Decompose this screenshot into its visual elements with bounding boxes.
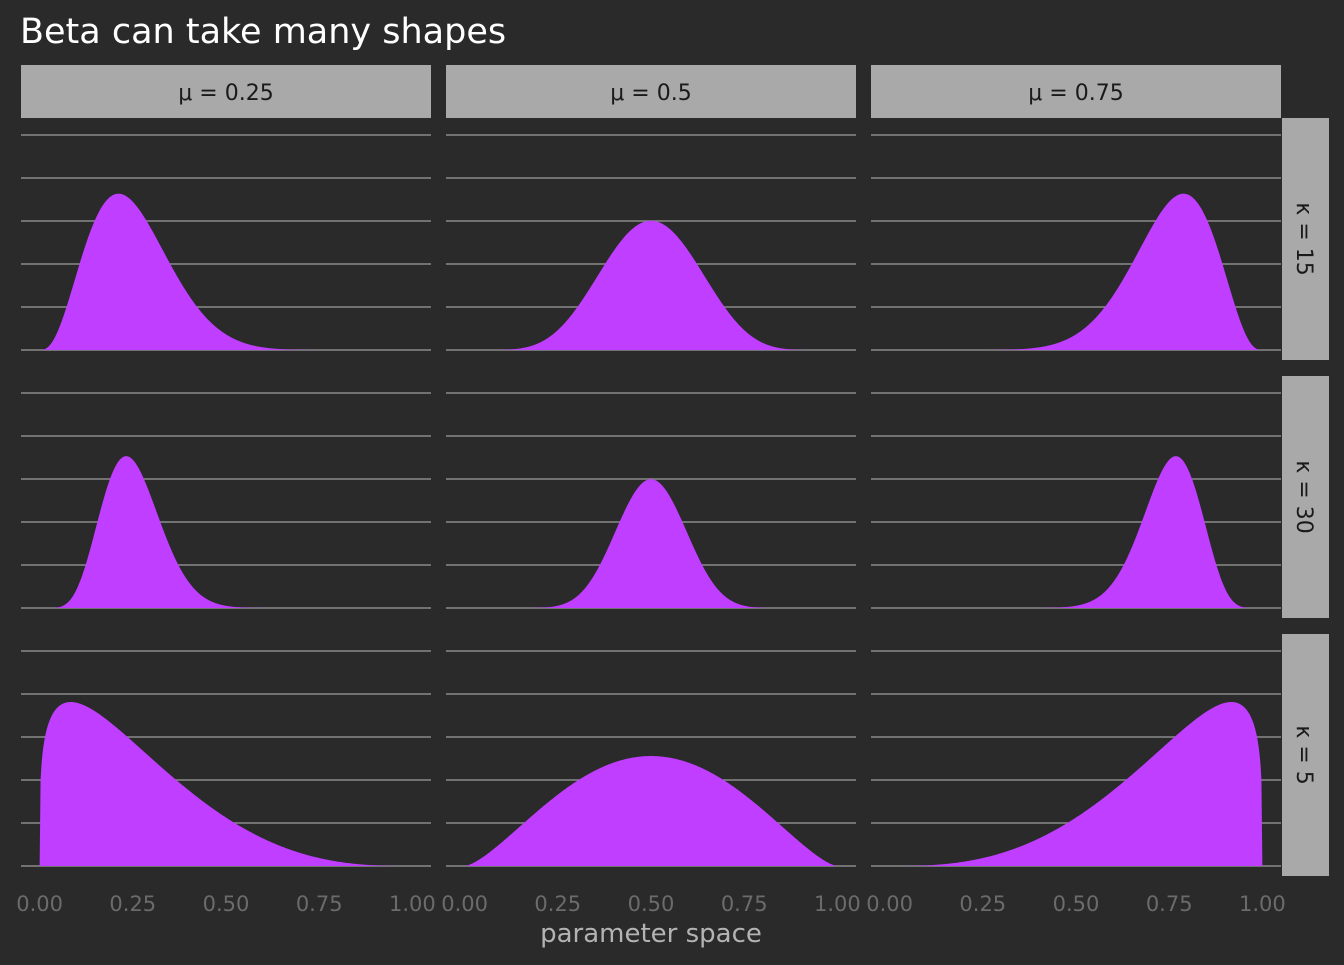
- x-tick-label: 0.75: [721, 892, 768, 916]
- x-tick-label: 0.25: [959, 892, 1006, 916]
- strip-row-2: [1282, 376, 1329, 618]
- strip-col-1-label: μ = 0.25: [178, 81, 273, 106]
- density-area: [464, 479, 838, 608]
- x-tick-label: 0.50: [628, 892, 675, 916]
- strip-col-3-label: μ = 0.75: [1028, 81, 1123, 106]
- strip-row-1: [1282, 118, 1329, 360]
- x-tick-label: 0.00: [16, 892, 63, 916]
- strip-col-2-label: μ = 0.5: [610, 81, 691, 106]
- density-area: [464, 756, 838, 866]
- density-area: [889, 701, 1263, 866]
- x-axis-title: parameter space: [540, 919, 762, 949]
- density-area: [889, 193, 1263, 350]
- row-strips: κ = 15 κ = 30 κ = 5: [1282, 118, 1329, 876]
- strip-row-2-label: κ = 30: [1291, 460, 1316, 533]
- x-tick-label: 0.75: [296, 892, 343, 916]
- panel-mu-0.75-kappa-15: [871, 134, 1281, 351]
- panel-mu-0.5-kappa-15: [446, 134, 856, 351]
- density-area: [39, 701, 413, 866]
- chart-title: Beta can take many shapes: [20, 12, 506, 52]
- x-tick-label: 0.00: [866, 892, 913, 916]
- x-tick-label: 0.25: [534, 892, 581, 916]
- x-axis-ticks-col-1: 0.00 0.25 0.50 0.75 1.00: [16, 892, 436, 916]
- density-area: [39, 193, 413, 350]
- strip-row-3-label: κ = 5: [1291, 725, 1316, 784]
- x-tick-label: 1.00: [814, 892, 861, 916]
- panel-mu-0.5-kappa-5: [446, 650, 856, 867]
- x-tick-label: 0.00: [441, 892, 488, 916]
- density-area: [464, 220, 838, 350]
- x-tick-label: 0.75: [1146, 892, 1193, 916]
- strip-col-3: [871, 65, 1281, 118]
- x-tick-label: 0.50: [1053, 892, 1100, 916]
- x-axis-ticks-col-3: 0.00 0.25 0.50 0.75 1.00: [866, 892, 1286, 916]
- x-tick-label: 0.25: [109, 892, 156, 916]
- strip-col-1: [21, 65, 431, 118]
- strip-row-1-label: κ = 15: [1291, 202, 1316, 275]
- column-strips: μ = 0.25 μ = 0.5 μ = 0.75: [21, 65, 1281, 118]
- panel-mu-0.25-kappa-15: [21, 134, 431, 351]
- panels: [21, 134, 1281, 867]
- panel-mu-0.25-kappa-5: [21, 650, 431, 867]
- panel-mu-0.75-kappa-30: [871, 392, 1281, 609]
- x-tick-label: 0.50: [203, 892, 250, 916]
- panel-mu-0.25-kappa-30: [21, 392, 431, 609]
- x-tick-label: 1.00: [1239, 892, 1286, 916]
- strip-row-3: [1282, 634, 1329, 876]
- x-tick-label: 1.00: [389, 892, 436, 916]
- density-area: [889, 456, 1263, 608]
- panel-mu-0.75-kappa-5: [871, 650, 1281, 867]
- strip-col-2: [446, 65, 856, 118]
- panel-mu-0.5-kappa-30: [446, 392, 856, 609]
- x-axis-ticks-col-2: 0.00 0.25 0.50 0.75 1.00: [441, 892, 861, 916]
- density-area: [39, 456, 413, 608]
